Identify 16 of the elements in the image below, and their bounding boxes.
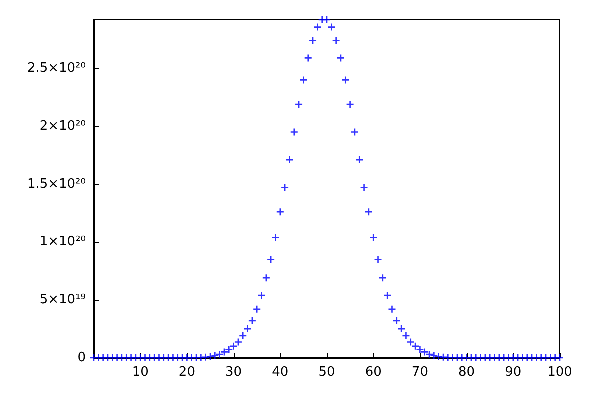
x-tick-label: 20	[178, 365, 196, 380]
x-tick-label: 10	[132, 365, 149, 380]
y-tick-label: 2×10²⁰	[40, 118, 86, 134]
x-tick-label: 90	[505, 365, 522, 380]
x-tick-label: 80	[458, 365, 476, 380]
x-tick-label: 100	[548, 365, 572, 380]
x-tick-label: 50	[318, 365, 336, 380]
y-tick-label: 1×10²⁰	[40, 234, 86, 250]
y-tick-label: 2.5×10²⁰	[27, 61, 86, 76]
y-tick-label: 1.5×10²⁰	[27, 176, 86, 192]
y-tick-label: 0	[78, 350, 86, 366]
x-tick-label: 30	[226, 365, 242, 380]
y-tick-label: 5×10¹⁹	[40, 292, 86, 308]
x-tick-label: 70	[412, 365, 428, 380]
x-tick-label: 60	[365, 365, 382, 380]
x-tick-label: 40	[272, 365, 289, 380]
